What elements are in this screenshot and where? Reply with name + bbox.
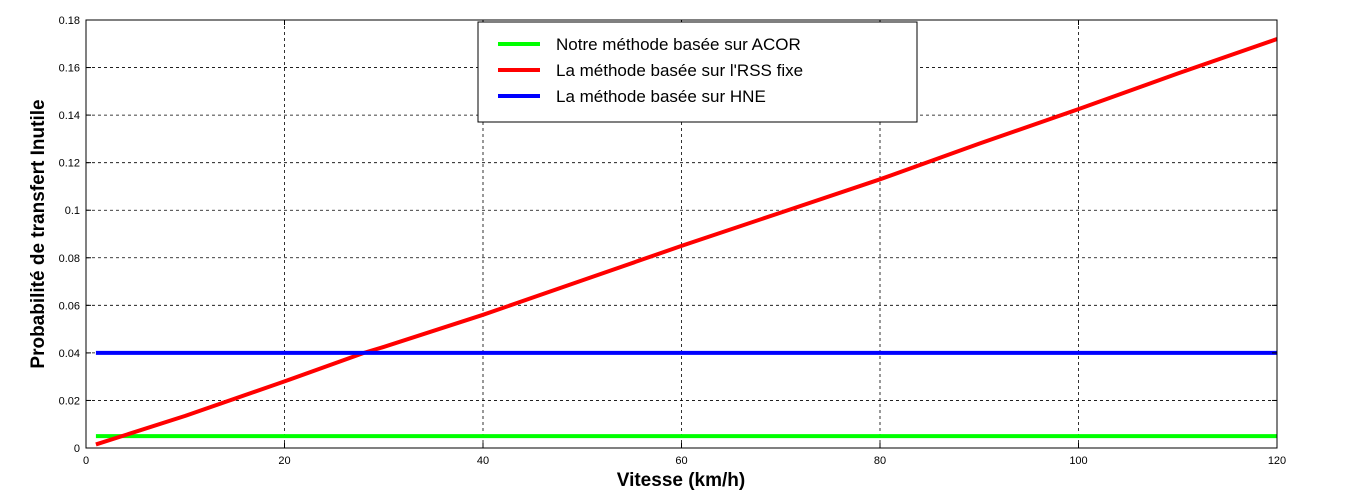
x-tick-label: 100 — [1069, 455, 1087, 467]
series-lines — [95, 37, 1278, 447]
y-tick-label: 0.18 — [59, 15, 80, 27]
x-tick-label: 120 — [1268, 455, 1286, 467]
y-tick-label: 0.02 — [59, 395, 80, 407]
legend-label-3: La méthode basée sur HNE — [556, 87, 766, 106]
legend-box — [477, 21, 918, 123]
y-tick-label: 0.14 — [59, 110, 80, 122]
y-tick-label: 0.08 — [59, 253, 80, 265]
x-tick-label: 60 — [675, 455, 687, 467]
y-axis-label: Probabilité de transfert Inutile — [28, 99, 49, 368]
series-line-2 — [95, 37, 1278, 447]
x-tick-label: 80 — [874, 455, 886, 467]
x-axis-label: Vitesse (km/h) — [617, 470, 745, 491]
legend: Notre méthode basée sur ACOR La méthode b… — [477, 21, 918, 123]
legend-label-2: La méthode basée sur l'RSS fixe — [556, 61, 803, 80]
legend-label-1: Notre méthode basée sur ACOR — [556, 35, 801, 54]
y-tick-label: 0 — [74, 443, 80, 455]
x-tick-label: 20 — [278, 455, 290, 467]
y-tick-label: 0.1 — [65, 205, 80, 217]
x-tick-label: 0 — [83, 455, 89, 467]
y-tick-label: 0.06 — [59, 300, 80, 312]
y-tick-label: 0.04 — [59, 348, 80, 360]
x-tick-label: 40 — [477, 455, 489, 467]
y-tick-label: 0.12 — [59, 158, 80, 170]
axis-ticks: 0 20 40 60 80 100 120 0 0.02 0.04 0.06 0.08 0.1 0.12 0… — [59, 15, 1287, 467]
y-tick-label: 0.16 — [59, 63, 80, 75]
